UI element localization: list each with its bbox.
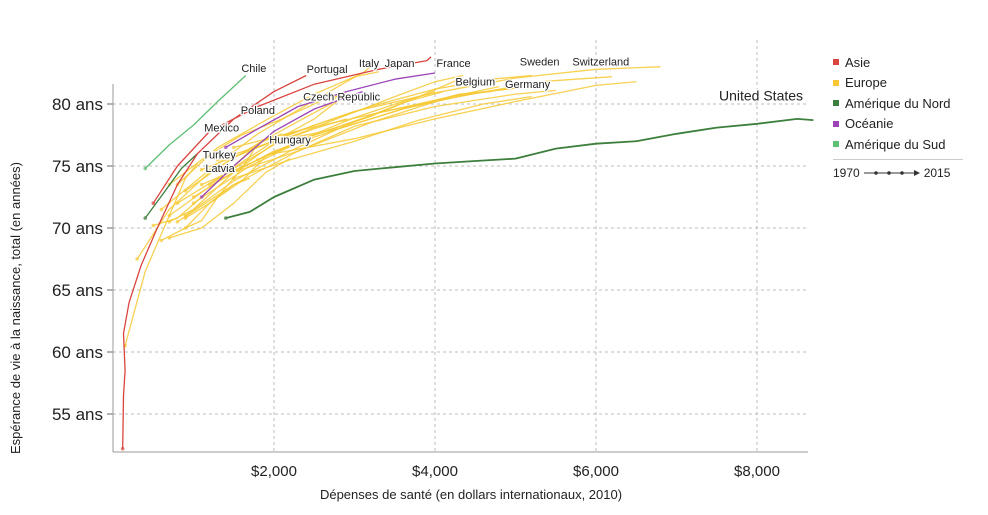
y-tick-label-80: 80 ans (52, 95, 103, 114)
series-start-dot-australia (223, 145, 228, 150)
country-label-italy: Italy (359, 58, 380, 70)
legend-item-oce: Océanie (833, 114, 983, 135)
series-line-slovenia (209, 99, 339, 186)
country-label-japan: Japan (385, 58, 415, 70)
legend-swatch-ams (833, 141, 839, 148)
series-start-dot-portugal (135, 257, 139, 261)
country-label-sweden: Sweden (520, 57, 560, 69)
country-label-switzerland: Switzerland (572, 57, 629, 69)
series-line-latvia (161, 177, 251, 241)
series-start-dot-united-kingdom (199, 182, 204, 187)
y-tick-label-75: 75 ans (52, 157, 103, 176)
legend-swatch-oce (833, 120, 839, 127)
x-tick-label-8000: $8,000 (734, 463, 780, 480)
series-group (120, 56, 814, 451)
series-start-dot-estonia (183, 226, 188, 230)
country-labels: United States Switzerland Sweden Germany Bel… (201, 55, 804, 176)
series-start-dot-germany (175, 220, 180, 224)
country-label-mexico: Mexico (204, 122, 239, 134)
country-label-turkey: Turkey (203, 150, 237, 162)
x-tick-label-2000: $2,000 (251, 463, 297, 480)
country-label-czech-republic: Czech Republic (303, 91, 381, 103)
series-line-united-states (225, 118, 814, 219)
series-start-dot-slovakia (183, 216, 188, 220)
country-label-germany: Germany (505, 79, 551, 91)
series-start-dot-japan (151, 201, 156, 205)
series-line-slovakia (185, 146, 287, 219)
series-line-japan (152, 56, 432, 204)
series-line-czech-republic (169, 118, 347, 223)
country-label-poland: Poland (241, 105, 275, 117)
country-label-united-states: United States (719, 87, 803, 103)
series-start-dot-korea (120, 446, 125, 451)
series-line-iceland (257, 78, 460, 161)
series-start-dot-latvia (159, 238, 164, 243)
series-line-united-kingdom (201, 90, 436, 186)
series-line-ireland (193, 85, 500, 198)
y-tick-label-70: 70 ans (52, 219, 103, 238)
y-axis-label: Espérance de vie à la naissance, total (… (8, 162, 23, 454)
series-start-dot-iceland (256, 158, 260, 162)
series-start-dot-italy (159, 207, 164, 212)
series-start-dot-sweden (199, 167, 204, 172)
series-start-dot-new-zealand (199, 195, 204, 199)
series-line-chile (144, 75, 247, 169)
series-start-dot-norway (231, 145, 236, 150)
legend-separator (833, 158, 963, 160)
legend-label-amn: Amérique du Nord (845, 95, 951, 111)
legend-swatch-asie (833, 59, 839, 66)
series-line-australia (225, 72, 436, 148)
y-tick-label-60: 60 ans (52, 343, 103, 362)
country-label-latvia: Latvia (205, 163, 235, 175)
series-start-dot-chile (143, 166, 147, 171)
legend-item-europe: Europe (833, 73, 983, 94)
series-line-mexico (144, 153, 198, 219)
series-line-norway (233, 76, 613, 149)
series-start-dot-austria (191, 201, 196, 205)
series-line-hungary (169, 158, 291, 239)
country-label-france: France (436, 58, 470, 70)
legend-year-start: 1970 (833, 165, 860, 180)
series-start-dot-netherlands (215, 158, 220, 162)
series-start-dot-mexico (143, 216, 147, 220)
series-line-korea (122, 74, 307, 449)
timeline-arrow-icon (863, 169, 920, 176)
x-axis-label: Dépenses de santé (en dollars internatio… (320, 487, 622, 502)
grid-lines (113, 40, 808, 452)
legend-swatch-europe (833, 79, 839, 86)
legend-item-ams: Amérique du Sud (833, 134, 983, 155)
x-tick-label-4000: $4,000 (412, 463, 458, 480)
legend-label-europe: Europe (845, 75, 887, 91)
country-label-hungary: Hungary (269, 135, 311, 147)
y-tick-label-65: 65 ans (52, 281, 103, 300)
country-label-belgium: Belgium (455, 76, 495, 88)
x-tick-label-6000: $6,000 (573, 463, 619, 480)
legend-swatch-amn (833, 100, 839, 107)
legend-label-ams: Amérique du Sud (845, 136, 946, 152)
series-start-dot-slovenia (207, 182, 212, 187)
legend-years: 1970 2015 (833, 166, 983, 180)
legend-item-amn: Amérique du Nord (833, 93, 983, 114)
legend-items: Asie Europe Amérique du Nord Océanie Amériqu… (833, 52, 983, 155)
series-line-new-zealand (201, 90, 363, 198)
y-tick-label-55: 55 ans (52, 405, 103, 424)
series-start-dot-ireland (191, 195, 196, 199)
series-start-dot-poland (151, 223, 156, 228)
legend-year-end: 2015 (923, 165, 951, 180)
country-label-portugal: Portugal (307, 64, 348, 76)
legend: Asie Europe Amérique du Nord Océanie Amériqu… (833, 52, 983, 180)
axes-group: 55 ans 60 ans 65 ans 70 ans 75 ans 80 ans $2,0… (52, 84, 808, 480)
legend-item-asie: Asie (833, 52, 983, 73)
country-label-chile: Chile (241, 63, 266, 75)
series-start-dot-united-states (223, 216, 228, 220)
legend-label-asie: Asie (845, 54, 871, 70)
series-line-luxembourg (273, 81, 637, 155)
legend-label-oce: Océanie (845, 116, 894, 132)
series-start-dot-finland (183, 213, 188, 218)
